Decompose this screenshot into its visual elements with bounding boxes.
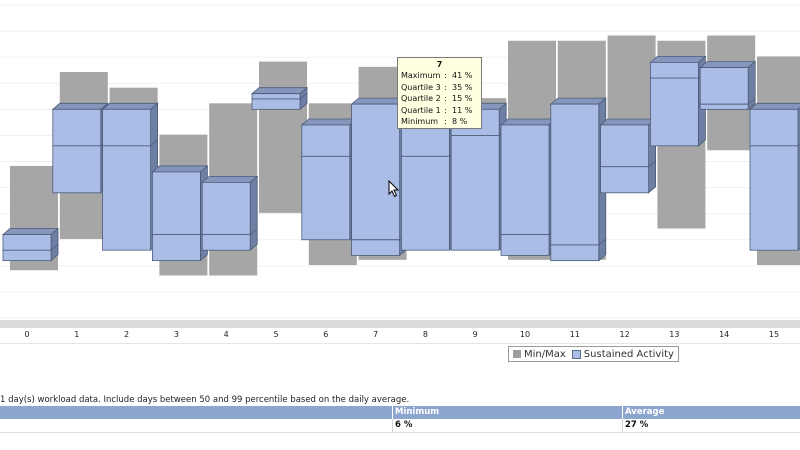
x-tick-label: 8 — [422, 330, 428, 339]
chart-legend: Min/Max Sustained Activity — [508, 346, 679, 362]
tooltip-label: Maximum — [401, 71, 441, 80]
summary-header-minimum: Minimum — [395, 407, 440, 417]
box-top-face — [51, 102, 109, 110]
x-tick-label: 2 — [124, 330, 130, 339]
tooltip-label: Quartile 1 — [401, 105, 441, 115]
x-tick-label: 9 — [472, 330, 478, 339]
box-top-face — [599, 118, 657, 126]
x-tick-label: 14 — [719, 330, 730, 339]
box-top-face — [649, 55, 707, 63]
median-line-side — [747, 97, 756, 105]
box-top-face — [250, 87, 309, 95]
legend-swatch-minmax — [513, 350, 521, 358]
tooltip-title: 7 — [436, 60, 443, 69]
x-tick-label: 12 — [619, 330, 630, 339]
x-tick-label: 5 — [273, 330, 279, 339]
summary-table-row: 6 % 27 % — [0, 419, 800, 433]
box-top-face — [1, 228, 60, 235]
minmax-bar — [259, 61, 307, 213]
tooltip-label: Quartile 2 — [401, 94, 441, 103]
mouse-pointer-icon — [388, 180, 400, 198]
box-plot-chart — [0, 4, 800, 319]
median-line-side — [648, 160, 656, 168]
box-top-face — [300, 118, 358, 126]
tooltip-row-quartile-3: Quartile 3:35 % — [401, 82, 478, 94]
box-side-face — [747, 60, 756, 111]
x-tick-label: 0 — [24, 330, 30, 339]
tooltip-value: 35 % — [452, 82, 473, 92]
sustained-activity-box — [600, 124, 649, 194]
tooltip-row-minimum: Minimum:8 % — [401, 116, 478, 128]
x-tick-label: 4 — [223, 330, 229, 339]
tooltip-value: 15 % — [452, 94, 473, 103]
workload-note: 1 day(s) workload data. Include days bet… — [0, 395, 410, 405]
chart-tooltip: 7 Maximum:41 % Quartile 3:35 % Quartile … — [397, 57, 482, 129]
x-tick-label: 3 — [173, 330, 179, 339]
x-axis-band — [0, 320, 800, 328]
box-top-face — [549, 97, 607, 105]
summary-value-average: 27 % — [625, 420, 649, 430]
median-line-side — [598, 238, 607, 246]
summary-value-minimum: 6 % — [395, 420, 413, 430]
tooltip-row-quartile-1: Quartile 1:11 % — [401, 105, 478, 117]
summary-header-separator — [622, 406, 623, 419]
sustained-activity-box — [699, 67, 749, 110]
box-top-face — [748, 102, 800, 110]
x-tick-label: 15 — [768, 330, 780, 339]
x-tick-label: 10 — [519, 330, 531, 339]
legend-label-sustained-activity: Sustained Activity — [583, 348, 674, 360]
legend-swatch-sustained-activity — [571, 349, 581, 359]
sustained-activity-box — [400, 108, 450, 251]
sustained-activity-box — [52, 108, 102, 194]
x-tick-label: 11 — [569, 330, 580, 339]
sustained-activity-box — [151, 171, 201, 262]
median-line-side — [797, 143, 800, 147]
tooltip-label: Minimum — [401, 117, 439, 126]
tooltip-label: Quartile 3 — [401, 82, 441, 92]
box-top-face — [499, 118, 558, 126]
sustained-activity-box — [2, 234, 52, 262]
median-line-side — [249, 228, 258, 235]
x-tick-label: 7 — [373, 330, 379, 339]
box-top-face — [699, 61, 757, 68]
panel-divider — [0, 343, 800, 344]
box-top-face — [151, 165, 209, 173]
sustained-activity-box — [749, 108, 799, 251]
median-line-side — [50, 243, 59, 251]
summary-header-average: Average — [625, 407, 665, 417]
x-tick-label: 13 — [669, 330, 680, 339]
x-axis-labels: 0 1 2 3 4 5 6 7 8 9 10 11 12 13 14 15 — [0, 330, 800, 346]
tooltip-row-quartile-2: Quartile 2:15 % — [401, 93, 478, 105]
median-line-side — [150, 139, 158, 147]
x-tick-label: 1 — [74, 330, 80, 339]
sustained-activity-box — [301, 124, 351, 241]
box-top-face — [201, 175, 259, 183]
summary-table-header: Minimum Average — [0, 406, 800, 419]
sustained-activity-box — [650, 61, 699, 147]
box-top-face — [101, 102, 159, 110]
sustained-activity-box — [201, 181, 251, 251]
tooltip-value: 11 % — [452, 105, 473, 115]
sustained-activity-box — [550, 103, 600, 262]
legend-item-sustained-activity: Sustained Activity — [571, 348, 674, 360]
summary-row-separator — [392, 419, 393, 432]
sustained-activity-box — [351, 103, 401, 256]
sustained-activity-box — [102, 108, 151, 251]
box-side-face — [249, 175, 258, 252]
summary-header-separator — [392, 406, 393, 419]
tooltip-row-maximum: Maximum:41 % — [401, 70, 478, 82]
sustained-activity-box — [251, 93, 301, 110]
median-line-side — [299, 92, 308, 100]
summary-row-separator — [622, 419, 623, 432]
tooltip-value: 8 % — [452, 117, 468, 126]
tooltip-value: 41 % — [452, 71, 473, 80]
legend-label-minmax: Min/Max — [524, 348, 566, 360]
x-tick-label: 6 — [323, 330, 329, 339]
sustained-activity-box — [450, 108, 500, 251]
legend-item-minmax: Min/Max — [513, 349, 566, 360]
sustained-activity-box — [500, 124, 550, 256]
